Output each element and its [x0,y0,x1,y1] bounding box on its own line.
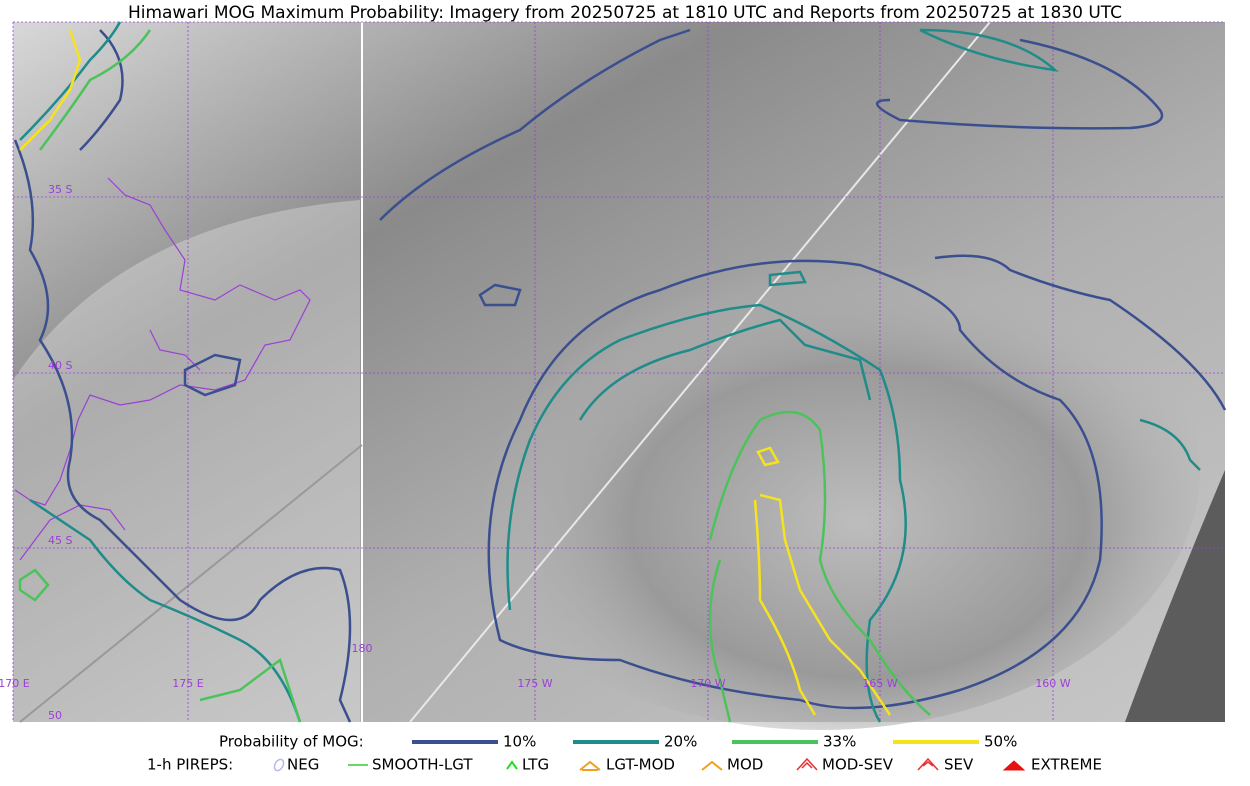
legend: Probability of MOG: 1-h PIREPS: 10% 20% 33… [147,733,1102,774]
coastline [14,177,311,506]
legend-label: 33% [823,733,856,751]
legend-label: 20% [664,733,697,751]
lon-label: 165 W [862,677,897,690]
contour-10 [487,259,1103,710]
legend-icon [917,757,939,771]
legend-icon [796,757,818,771]
graticule [12,21,1225,722]
contour-20 [578,318,872,421]
lon-label: 160 W [1035,677,1070,690]
legend-title: Probability of MOG: [219,733,364,751]
legend-label: 50% [984,733,1017,751]
legend-label: SEV [944,756,974,774]
legend-label: MOD [727,756,763,774]
contours [13,21,1227,723]
contour-33 [38,29,152,151]
contour-10 [379,28,691,221]
contour-33 [199,657,302,723]
contour-33 [708,410,931,716]
lon-label: 170 W [690,677,725,690]
legend-label: MOD-SEV [822,756,894,774]
contour-10 [79,29,124,151]
contour-10 [478,283,522,307]
orbit-line [409,21,991,723]
legend-icon [579,760,601,771]
cloud-band [13,200,360,722]
contour-33 [708,559,732,723]
lon-label: 175 W [517,677,552,690]
legend-icon [506,760,518,770]
contour-20 [29,498,302,723]
no-data [1125,470,1225,722]
contour-10 [183,353,242,397]
contour-20 [1139,418,1201,471]
legend-label: EXTREME [1031,756,1102,774]
lat-label: 45 S [48,534,72,547]
title: Himawari MOG Maximum Probability: Imager… [128,3,1122,23]
legend-icon [1002,760,1026,771]
legend-label: LTG [522,756,549,774]
legend-label: LGT-MOD [606,756,675,774]
lat-label: 50 [48,709,62,722]
orbit-line [19,444,363,723]
contour-50 [753,493,892,716]
contour-33 [18,568,50,602]
legend-icon [273,758,285,772]
lat-label: 40 S [48,359,72,372]
cloud-swirl [440,210,1200,730]
legend-icon [701,760,723,771]
contour-20 [506,303,907,723]
contour-10 [876,38,1164,130]
lon-label: 175 E [172,677,203,690]
lon-label: 180 [352,642,373,655]
contour-20 [919,28,1059,72]
legend-title: 1-h PIREPS: [147,756,233,774]
lat-label: 35 S [48,183,72,196]
legend-label: 10% [503,733,536,751]
contour-10 [13,139,352,723]
contour-50 [19,29,82,151]
legend-label: NEG [287,756,319,774]
contour-20 [19,21,122,141]
contour-50 [756,446,780,467]
legend-label: SMOOTH-LGT [372,756,473,774]
contour-10 [934,254,1227,411]
map: 35 S 40 S 45 S 50 170 E 175 E 180 175 W … [0,21,1227,730]
contour-20 [768,270,807,287]
lon-label: 170 E [0,677,30,690]
